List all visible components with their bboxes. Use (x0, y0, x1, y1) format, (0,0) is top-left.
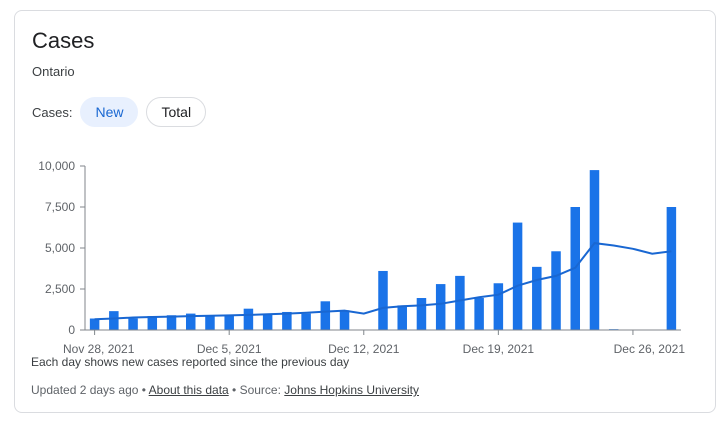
case-bar[interactable] (320, 301, 331, 330)
new-cases-chip[interactable]: New (80, 97, 139, 127)
about-data-link[interactable]: About this data (148, 383, 229, 397)
x-tick-label: Dec 26, 2021 (614, 342, 686, 356)
case-bar[interactable] (128, 318, 138, 330)
cases-card: Cases Ontario Cases: New Total 0 2,500 5,0… (14, 10, 716, 413)
case-bar[interactable] (262, 314, 273, 330)
y-tick-label: 7,500 (45, 200, 75, 214)
source-link[interactable]: Johns Hopkins University (284, 383, 419, 397)
footer-separator-2: • (228, 383, 240, 397)
source-prefix: Source: (239, 383, 285, 397)
case-bar[interactable] (282, 311, 292, 330)
x-tick-label: Nov 28, 2021 (63, 342, 135, 356)
case-bar[interactable] (224, 315, 234, 330)
footer-separator: • (138, 383, 149, 397)
case-bar[interactable] (551, 251, 561, 330)
x-tick-label: Dec 5, 2021 (197, 342, 262, 356)
chart-note: Each day shows new cases reported since … (31, 355, 350, 369)
cases-toggle: Cases: New Total (32, 95, 214, 129)
case-bar[interactable] (435, 284, 446, 330)
y-tick-label: 5,000 (45, 241, 75, 255)
case-bar[interactable] (301, 313, 311, 330)
x-tick-label: Dec 12, 2021 (328, 342, 400, 356)
cases-toggle-label: Cases: (32, 104, 73, 120)
x-tick-label: Dec 19, 2021 (463, 342, 535, 356)
y-tick-label: 10,000 (38, 159, 75, 173)
case-bar[interactable] (493, 283, 504, 330)
case-bar[interactable] (205, 316, 215, 330)
case-bar[interactable] (89, 318, 100, 330)
case-bar[interactable] (109, 311, 119, 330)
location-subtitle: Ontario (32, 64, 75, 79)
case-bar[interactable] (147, 316, 158, 330)
case-bar[interactable] (416, 298, 427, 330)
case-bar[interactable] (243, 308, 254, 330)
case-bar[interactable] (532, 266, 542, 330)
case-bar[interactable] (512, 222, 523, 330)
average-line (94, 242, 672, 321)
case-bar[interactable] (666, 207, 677, 330)
case-bar[interactable] (589, 170, 600, 330)
y-tick-label: 0 (68, 323, 75, 337)
case-bar[interactable] (185, 313, 196, 330)
case-bar[interactable] (166, 315, 177, 330)
y-tick-label: 2,500 (45, 282, 75, 296)
case-bar[interactable] (339, 310, 350, 330)
case-bar[interactable] (397, 305, 407, 330)
cases-chart[interactable]: 0 2,500 5,000 7,500 10,000 Nov 28, 2021 Dec 5… (15, 11, 715, 361)
case-bar[interactable] (378, 270, 388, 330)
card-title: Cases (32, 28, 95, 53)
total-cases-chip[interactable]: Total (146, 97, 207, 127)
case-bar[interactable] (455, 275, 465, 330)
updated-text: Updated 2 days ago (31, 383, 139, 397)
footer: Updated 2 days ago • About this data • S… (31, 383, 419, 397)
case-bar[interactable] (474, 298, 484, 330)
